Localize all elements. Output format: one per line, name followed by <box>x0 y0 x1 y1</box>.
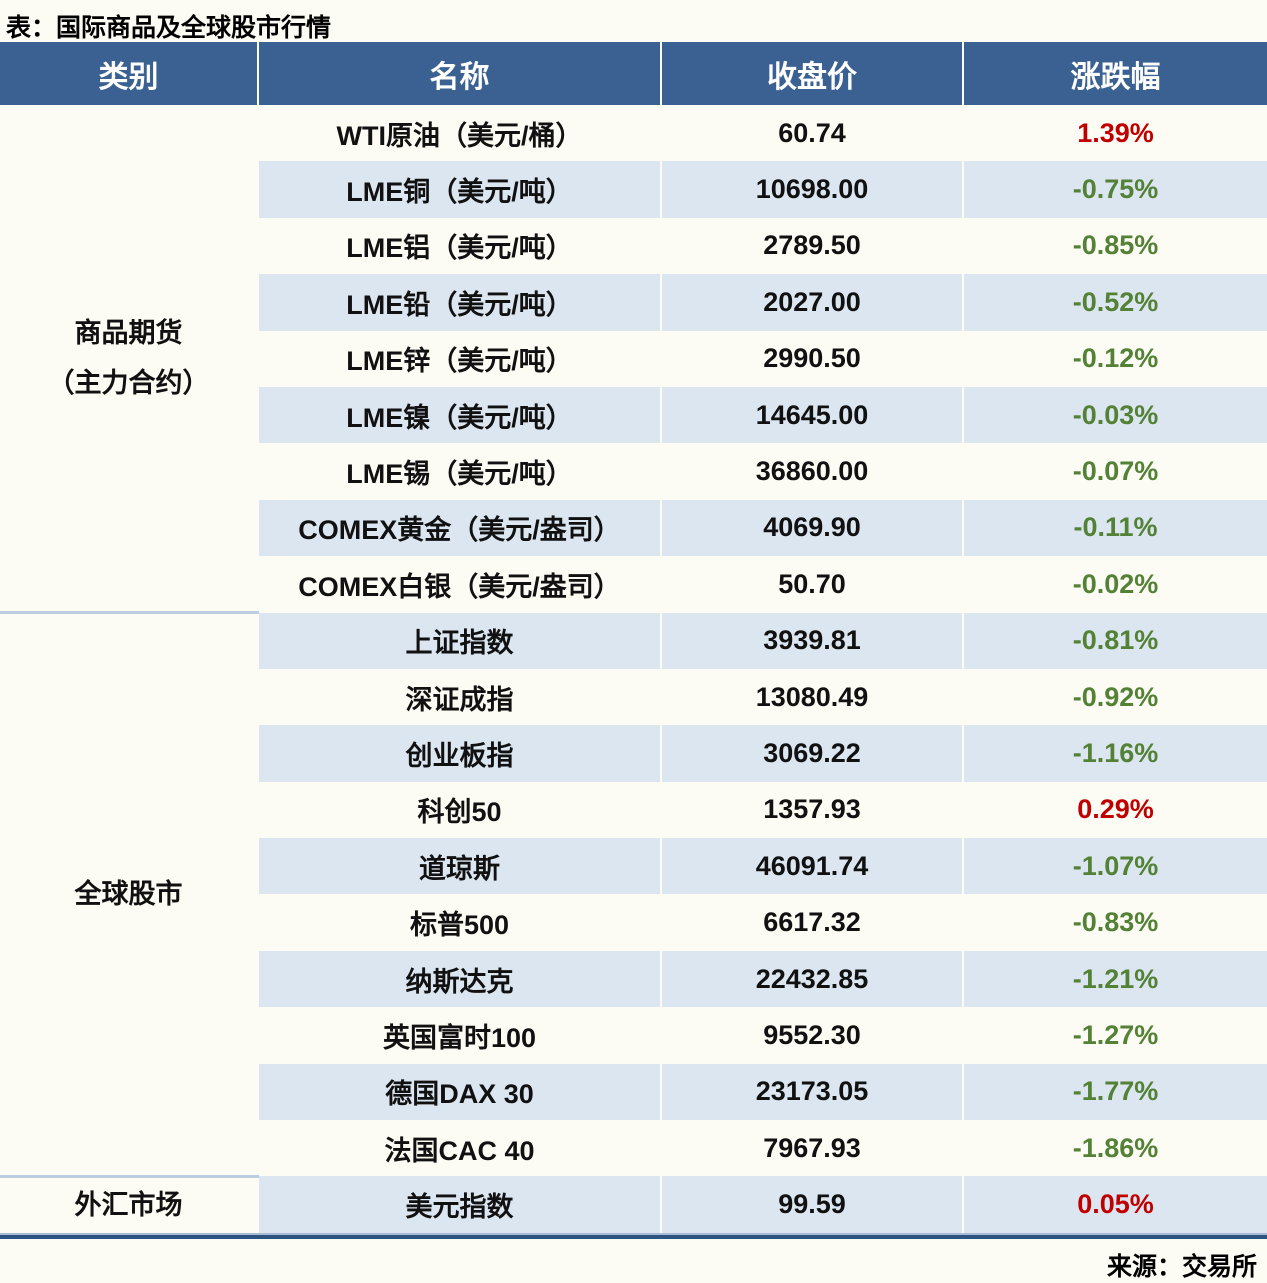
table-row: 英国富时100 9552.30 -1.27% <box>0 1007 1267 1064</box>
table-row: 商品期货 （主力合约） WTI原油（美元/桶） 60.74 1.39% <box>0 105 1267 613</box>
close-price-cell: 2990.50 <box>660 330 963 387</box>
name-cell: 科创50 <box>417 797 502 828</box>
table-row: LME铅（美元/吨） 2027.00 -0.52% <box>0 274 1267 331</box>
change-percent-cell: 0.05% <box>962 1176 1267 1233</box>
change-percent-cell: -1.21% <box>962 950 1267 1008</box>
change-percent-cell: -1.27% <box>962 1007 1267 1064</box>
close-price-cell: 10698.00 <box>660 161 963 218</box>
change-percent-cell: -0.81% <box>962 612 1267 669</box>
table-row: 创业板指 3069.22 -1.16% <box>0 725 1267 782</box>
table-row: 德国DAX 30 23173.05 -1.77% <box>0 1063 1267 1121</box>
name-cell: LME锡（美元/吨） <box>346 459 573 490</box>
table-row: 法国CAC 40 7967.93 -1.86% <box>0 1120 1267 1177</box>
close-price-cell: 14645.00 <box>660 386 963 444</box>
column-header-close: 收盘价 <box>660 42 963 105</box>
close-price-cell: 99.59 <box>660 1176 963 1233</box>
name-cell: LME锌（美元/吨） <box>346 346 573 377</box>
table-row: 纳斯达克 22432.85 -1.21% <box>0 950 1267 1008</box>
category-label-line: 外汇市场 <box>74 1190 183 1221</box>
category-cell: 外汇市场 <box>0 1174 259 1233</box>
category-label-line: 商品期货 <box>74 318 183 348</box>
table-row: 道琼斯 46091.74 -1.07% <box>0 838 1267 895</box>
change-percent-cell: -1.07% <box>962 838 1267 895</box>
table-row: 深证成指 13080.49 -0.92% <box>0 668 1267 726</box>
table-bottom-border <box>0 1234 1267 1239</box>
header-row: 类别 名称 收盘价 涨跌幅 <box>0 42 1267 105</box>
name-cell: COMEX白银（美元/盎司） <box>298 571 621 602</box>
close-price-cell: 50.70 <box>660 556 963 613</box>
change-percent-cell: 1.39% <box>962 105 1267 162</box>
name-cell: 标普500 <box>409 910 510 941</box>
table-body: 商品期货 （主力合约） WTI原油（美元/桶） 60.74 1.39% LME铜（美元/吨… <box>0 105 1267 1233</box>
change-percent-cell: -0.75% <box>962 161 1267 218</box>
close-price-cell: 22432.85 <box>660 950 963 1008</box>
change-percent-cell: -0.03% <box>962 386 1267 444</box>
close-price-cell: 13080.49 <box>660 668 963 726</box>
table-row: LME镍（美元/吨） 14645.00 -0.03% <box>0 386 1267 444</box>
close-price-cell: 1357.93 <box>660 781 963 839</box>
name-cell: 深证成指 <box>405 684 514 715</box>
table-row: LME锡（美元/吨） 36860.00 -0.07% <box>0 443 1267 500</box>
close-price-cell: 60.74 <box>660 105 963 162</box>
name-cell: 法国CAC 40 <box>384 1135 535 1166</box>
table-row: 科创50 1357.93 0.29% <box>0 781 1267 839</box>
close-price-cell: 2027.00 <box>660 274 963 331</box>
name-cell: WTI原油（美元/桶） <box>257 105 661 162</box>
category-label-line: （主力合约） <box>47 368 210 398</box>
name-cell: 上证指数 <box>257 612 661 669</box>
name-cell: 道琼斯 <box>258 838 661 895</box>
table-row: 标普500 6617.32 -0.83% <box>0 894 1267 951</box>
close-price-cell: 2789.50 <box>660 217 963 275</box>
column-header-change: 涨跌幅 <box>962 42 1267 105</box>
close-price-cell: 3069.22 <box>660 725 963 782</box>
name-cell: LME铅（美元/吨） <box>258 274 661 331</box>
name-cell: 英国富时100 <box>382 1022 537 1053</box>
close-price-cell: 6617.32 <box>660 894 963 951</box>
name-cell: 创业板指 <box>258 725 661 782</box>
table-row: 全球股市 上证指数 3939.81 -0.81% <box>0 611 1267 1177</box>
change-percent-cell: -1.16% <box>962 725 1267 782</box>
change-percent-cell: -0.11% <box>962 499 1267 557</box>
table-row: 外汇市场 美元指数 99.59 0.05% <box>0 1174 1267 1233</box>
close-price-cell: 23173.05 <box>660 1063 963 1121</box>
change-percent-cell: -0.52% <box>962 274 1267 331</box>
close-price-cell: 9552.30 <box>660 1007 963 1064</box>
change-percent-cell: -1.86% <box>962 1120 1267 1177</box>
market-table: 类别 名称 收盘价 涨跌幅 商品期货 （主力合约） WTI原油（美元/桶） 60.74… <box>0 42 1267 1233</box>
close-price-cell: 36860.00 <box>660 443 963 500</box>
category-label-line: 全球股市 <box>74 879 183 910</box>
page-title: 表：国际商品及全球股市行情 <box>6 14 332 42</box>
change-percent-cell: -0.02% <box>962 556 1267 613</box>
change-percent-cell: -0.83% <box>962 894 1267 951</box>
table-row: LME铜（美元/吨） 10698.00 -0.75% <box>0 161 1267 218</box>
table-row: LME铝（美元/吨） 2789.50 -0.85% <box>0 217 1267 275</box>
name-cell: 美元指数 <box>257 1176 661 1233</box>
name-cell: COMEX黄金（美元/盎司） <box>258 499 661 557</box>
category-cell: 商品期货 （主力合约） <box>0 105 259 613</box>
change-percent-cell: -0.07% <box>962 443 1267 500</box>
source-note: 来源：交易所 <box>1106 1252 1257 1281</box>
change-percent-cell: 0.29% <box>962 781 1267 839</box>
close-price-cell: 3939.81 <box>660 612 963 669</box>
column-header-name: 名称 <box>257 42 661 105</box>
close-price-cell: 4069.90 <box>660 499 963 557</box>
change-percent-cell: -0.85% <box>962 217 1267 275</box>
close-price-cell: 7967.93 <box>660 1120 963 1177</box>
name-cell: 纳斯达克 <box>258 950 661 1008</box>
change-percent-cell: -1.77% <box>962 1063 1267 1121</box>
name-cell: LME镍（美元/吨） <box>258 386 661 444</box>
table-header: 类别 名称 收盘价 涨跌幅 <box>0 42 1267 105</box>
name-cell: LME铝（美元/吨） <box>346 233 573 264</box>
name-cell: 德国DAX 30 <box>258 1063 661 1121</box>
table-row: COMEX白银（美元/盎司） 50.70 -0.02% <box>0 556 1267 613</box>
column-header-category: 类别 <box>0 42 258 105</box>
close-price-cell: 46091.74 <box>660 838 963 895</box>
table-row: LME锌（美元/吨） 2990.50 -0.12% <box>0 330 1267 387</box>
table-row: COMEX黄金（美元/盎司） 4069.90 -0.11% <box>0 499 1267 557</box>
change-percent-cell: -0.12% <box>962 330 1267 387</box>
category-cell: 全球股市 <box>0 611 259 1177</box>
name-cell: LME铜（美元/吨） <box>258 161 661 218</box>
change-percent-cell: -0.92% <box>962 668 1267 726</box>
